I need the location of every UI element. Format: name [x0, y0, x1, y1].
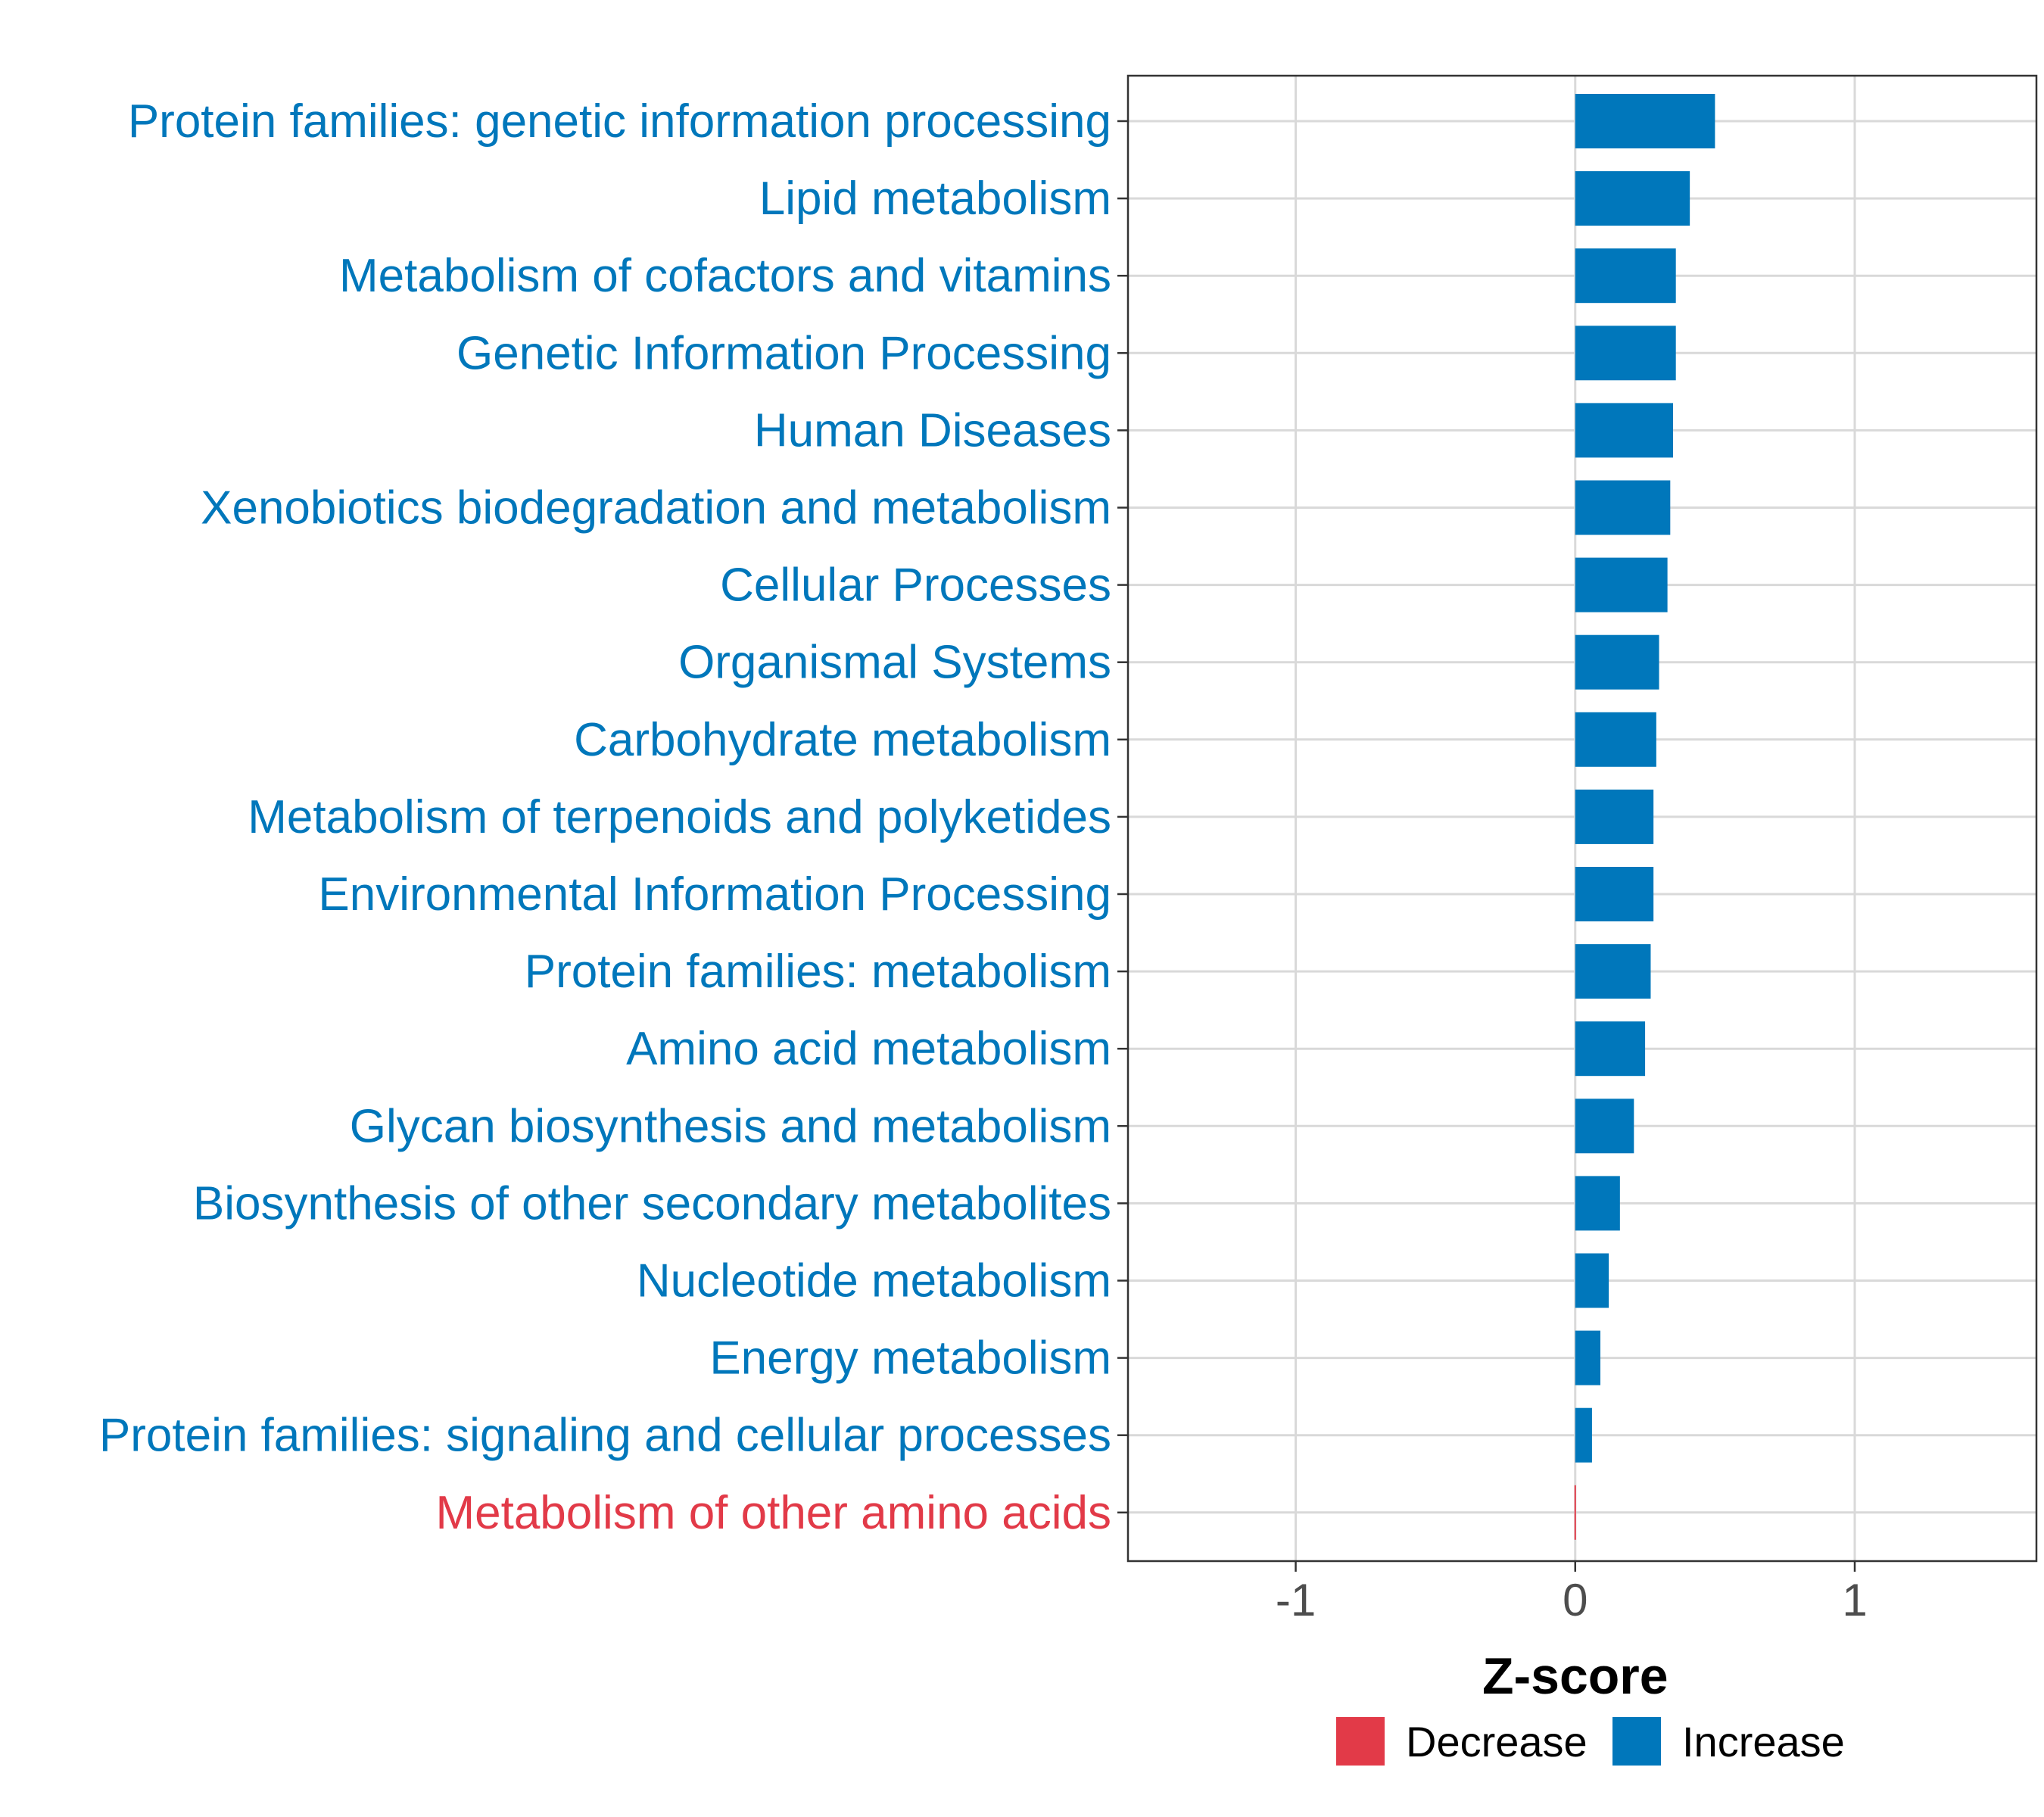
- bar: [1575, 1407, 1592, 1463]
- x-axis: -1 0 1: [1276, 1561, 1868, 1625]
- category-label: Metabolism of other amino acids: [435, 1487, 1111, 1539]
- category-label: Metabolism of terpenoids and polyketides: [248, 791, 1111, 843]
- category-label: Protein families: genetic information pr…: [128, 95, 1111, 148]
- category-label: Organismal Systems: [678, 637, 1111, 689]
- bar: [1575, 557, 1668, 612]
- category-labels: Protein families: genetic information pr…: [99, 95, 1111, 1539]
- category-label: Nucleotide metabolism: [637, 1255, 1111, 1307]
- bar: [1575, 944, 1651, 999]
- x-tick-label: 1: [1842, 1575, 1867, 1625]
- category-label: Biosynthesis of other secondary metaboli…: [193, 1177, 1111, 1230]
- category-label: Xenobiotics biodegradation and metabolis…: [201, 482, 1111, 535]
- category-label: Protein families: signaling and cellular…: [99, 1410, 1111, 1462]
- category-label: Lipid metabolism: [759, 173, 1111, 225]
- category-label: Amino acid metabolism: [626, 1023, 1111, 1075]
- legend-label: Increase: [1682, 1718, 1845, 1766]
- x-axis-title: Z-score: [1482, 1647, 1669, 1705]
- bar: [1574, 1485, 1576, 1540]
- bar: [1575, 403, 1673, 458]
- category-label: Cellular Processes: [720, 559, 1111, 612]
- bar: [1575, 94, 1715, 148]
- bar: [1575, 1176, 1620, 1231]
- bar: [1575, 326, 1676, 381]
- category-label: Human Diseases: [754, 404, 1111, 457]
- y-axis-ticks: [1117, 120, 1128, 1514]
- category-label: Protein families: metabolism: [525, 946, 1111, 998]
- bar: [1575, 1253, 1609, 1308]
- bar: [1575, 867, 1654, 921]
- legend: Decrease Increase: [1336, 1717, 1845, 1766]
- x-tick-label: -1: [1276, 1575, 1316, 1625]
- bar: [1575, 1021, 1646, 1077]
- bar: [1575, 248, 1676, 304]
- legend-swatch-decrease: [1336, 1717, 1385, 1766]
- category-label: Metabolism of cofactors and vitamins: [339, 250, 1111, 302]
- category-label: Environmental Information Processing: [318, 868, 1111, 921]
- bar: [1575, 1099, 1634, 1154]
- bar: [1575, 171, 1690, 226]
- category-label: Glycan biosynthesis and metabolism: [350, 1100, 1111, 1152]
- category-label: Energy metabolism: [709, 1332, 1111, 1385]
- legend-label: Decrease: [1406, 1718, 1588, 1766]
- bar: [1575, 1330, 1600, 1385]
- legend-swatch-increase: [1612, 1717, 1661, 1766]
- category-label: Carbohydrate metabolism: [574, 714, 1111, 766]
- category-label: Genetic Information Processing: [456, 327, 1111, 379]
- bars: [1574, 94, 1715, 1540]
- bar: [1575, 634, 1659, 690]
- bar: [1575, 480, 1671, 535]
- bar: [1575, 789, 1654, 844]
- bar: [1575, 712, 1656, 767]
- plot-panel-border: [1126, 74, 2038, 1563]
- x-tick-label: 0: [1563, 1575, 1588, 1625]
